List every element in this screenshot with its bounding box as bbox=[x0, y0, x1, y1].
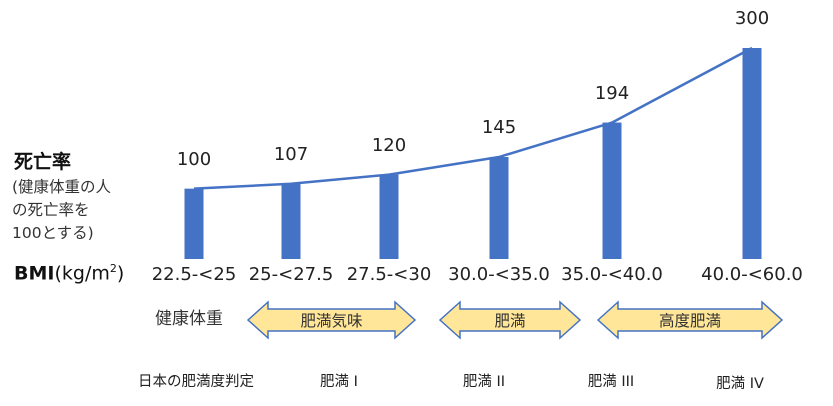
trend-line bbox=[193, 46, 753, 190]
range-arrow-label-0: 肥満気味 bbox=[300, 312, 363, 330]
category-label-2: 27.5-<30 bbox=[346, 264, 432, 285]
range-arrow-label-2: 高度肥満 bbox=[658, 312, 722, 330]
y-axis-description-line-2: の死亡率を bbox=[12, 201, 90, 219]
x-axis-unit: (kg/m bbox=[54, 262, 110, 285]
bar-4 bbox=[602, 122, 622, 259]
category-label-3: 30.0-<35.0 bbox=[448, 264, 550, 285]
category-label-0: 22.5-<25 bbox=[151, 264, 237, 285]
bar-5 bbox=[742, 48, 762, 259]
bar-2 bbox=[379, 174, 399, 259]
range-arrow-label-1: 肥満 bbox=[494, 312, 526, 330]
y-axis-title: 死亡率 bbox=[14, 151, 72, 173]
category-label-5: 40.0-<60.0 bbox=[701, 264, 803, 285]
range-arrow-0 bbox=[246, 300, 417, 340]
value-label-1: 107 bbox=[273, 143, 309, 165]
y-axis-description-line-1: (健康体重の人 bbox=[12, 178, 112, 196]
value-label-4: 194 bbox=[594, 82, 630, 104]
japan-obesity-class-3: 肥満 IV bbox=[716, 376, 764, 392]
japan-obesity-class-2: 肥満 III bbox=[587, 374, 635, 390]
range-arrow-1 bbox=[438, 300, 582, 340]
bar-1 bbox=[281, 183, 301, 259]
value-label-3: 145 bbox=[481, 117, 517, 139]
value-label-0: 100 bbox=[176, 148, 212, 170]
x-axis-title-main: BMI bbox=[14, 262, 55, 285]
x-axis-unit-superscript: 2 bbox=[109, 262, 117, 275]
bar-3 bbox=[489, 157, 509, 259]
value-label-2: 120 bbox=[371, 134, 407, 156]
y-axis-description-line-3: 100とする) bbox=[12, 224, 94, 242]
range-arrow-2 bbox=[596, 300, 784, 340]
x-axis-unit-close: ) bbox=[116, 262, 125, 285]
japan-obesity-class-0: 肥満 I bbox=[320, 374, 358, 390]
value-label-5: 300 bbox=[734, 8, 770, 29]
healthy-weight-label: 健康体重 bbox=[155, 309, 223, 329]
category-label-4: 35.0-<40.0 bbox=[561, 264, 663, 285]
bar-0 bbox=[184, 188, 204, 259]
x-axis-title: BMI(kg/m2) bbox=[14, 262, 124, 284]
category-label-1: 25-<27.5 bbox=[248, 264, 334, 285]
japan-obesity-title: 日本の肥満度判定 bbox=[138, 374, 254, 390]
japan-obesity-class-1: 肥満 II bbox=[462, 374, 506, 390]
